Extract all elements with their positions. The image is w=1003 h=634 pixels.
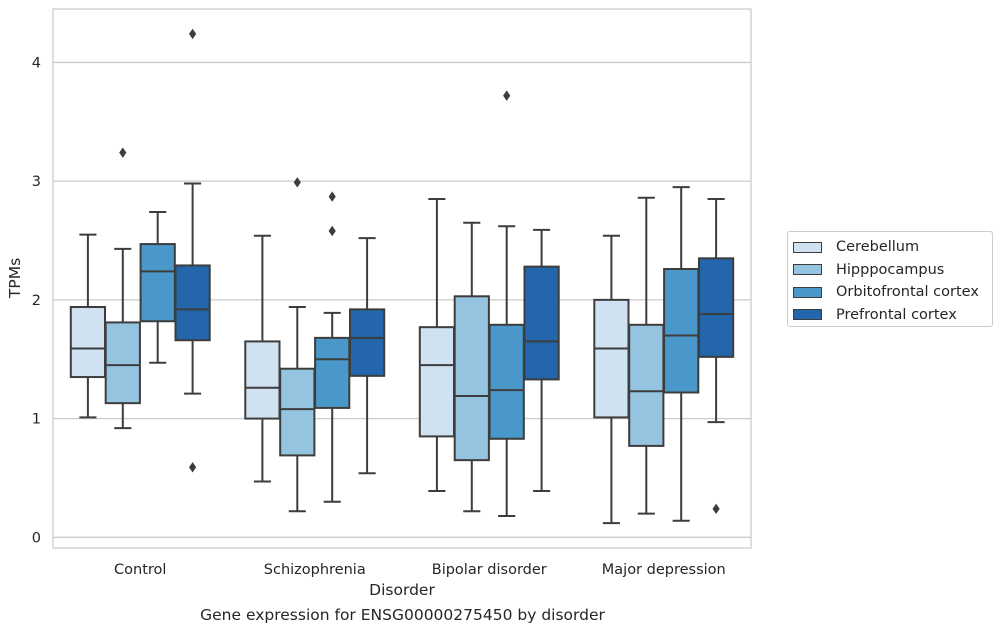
x-tick-label: Bipolar disorder [432,562,547,578]
box-body [104,321,141,405]
y-tick-label: 4 [32,55,41,71]
box-orbitofrontal-cortex [314,191,351,503]
box-body [593,298,630,419]
y-tick-label: 0 [32,530,41,546]
outlier-point [503,90,511,101]
box-cerebellum [418,197,456,493]
legend-swatch [793,286,822,298]
y-axis-ticks: 0 1 2 3 4 [32,55,41,546]
outlier-point [328,191,336,202]
box-body [628,323,665,447]
legend-label: Cerebellum [836,239,920,256]
outlier-point [328,225,336,237]
legend: Cerebellum Hipppocampus Orbitofrontal cort… [787,231,993,327]
legend-item: Prefrontal cortex [793,304,992,327]
box-body [314,336,351,409]
outlier-point [189,28,197,40]
legend-label: Prefrontal cortex [836,306,957,323]
legend-label: Orbitofrontal cortex [836,284,979,301]
box-cerebellum [69,233,107,419]
box-orbitofrontal-cortex [663,186,700,522]
box-prefrontal-cortex [174,28,211,473]
y-tick-label: 3 [32,174,41,190]
legend-item: Orbitofrontal cortex [793,281,992,304]
outlier-point [293,177,301,188]
x-tick-label: Control [114,562,166,578]
box-body [418,326,456,438]
box-body [279,367,316,457]
box-body [663,268,700,394]
box-series [69,28,735,525]
chart-caption: Gene expression for ENSG00000275450 by d… [200,606,605,624]
box-body [523,265,560,381]
box-body [348,308,386,377]
x-tick-label: Schizophrenia [264,562,366,578]
box-orbitofrontal-cortex [139,211,176,364]
x-tick-label: Major depression [602,562,726,578]
box-prefrontal-cortex [697,197,735,515]
box-hipppocampus [453,221,490,513]
legend-swatch [793,264,822,276]
box-cerebellum [593,234,630,525]
outlier-point [712,503,720,515]
box-orbitofrontal-cortex [488,90,525,517]
box-body [697,257,735,358]
box-body [488,323,525,440]
legend-item: Cerebellum [793,236,992,259]
legend-label: Hipppocampus [836,261,945,278]
box-hipppocampus [628,196,665,515]
legend-swatch [793,309,822,321]
box-hipppocampus [104,147,141,430]
y-tick-label: 2 [32,293,41,309]
x-axis-ticks: Control Schizophrenia Bipolar disorder Majo… [114,562,726,578]
box-body [174,264,211,342]
legend-item: Hipppocampus [793,259,992,282]
outlier-point [119,147,127,158]
y-tick-label: 1 [32,412,41,428]
y-axis-label: TPMs [6,258,24,299]
outlier-point [189,462,197,473]
box-prefrontal-cortex [348,237,386,475]
legend-swatch [793,241,822,253]
box-cerebellum [244,234,281,483]
box-body [244,340,281,420]
box-body [139,243,176,323]
box-body [453,295,490,462]
box-prefrontal-cortex [523,228,560,493]
box-hipppocampus [279,177,316,513]
x-axis-label: Disorder [369,581,435,599]
box-body [69,305,107,379]
plot-frame [52,8,752,549]
